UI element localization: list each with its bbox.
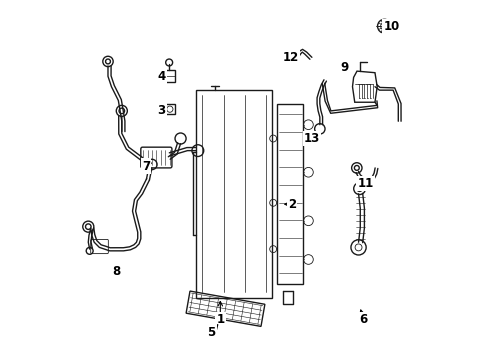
- Text: 10: 10: [383, 20, 399, 33]
- Text: 3: 3: [157, 104, 165, 117]
- Text: 4: 4: [157, 70, 165, 83]
- Bar: [196, 90, 272, 297]
- Text: 12: 12: [283, 51, 299, 64]
- Bar: [164, 104, 175, 114]
- Text: 1: 1: [216, 314, 224, 327]
- Text: 11: 11: [357, 177, 373, 190]
- Text: 6: 6: [359, 314, 367, 327]
- Text: 2: 2: [287, 198, 296, 211]
- Text: 5: 5: [207, 325, 215, 338]
- Text: 13: 13: [303, 132, 319, 145]
- Bar: [164, 71, 175, 81]
- Text: 9: 9: [340, 61, 348, 74]
- Text: 8: 8: [112, 265, 121, 278]
- Text: 7: 7: [142, 160, 150, 173]
